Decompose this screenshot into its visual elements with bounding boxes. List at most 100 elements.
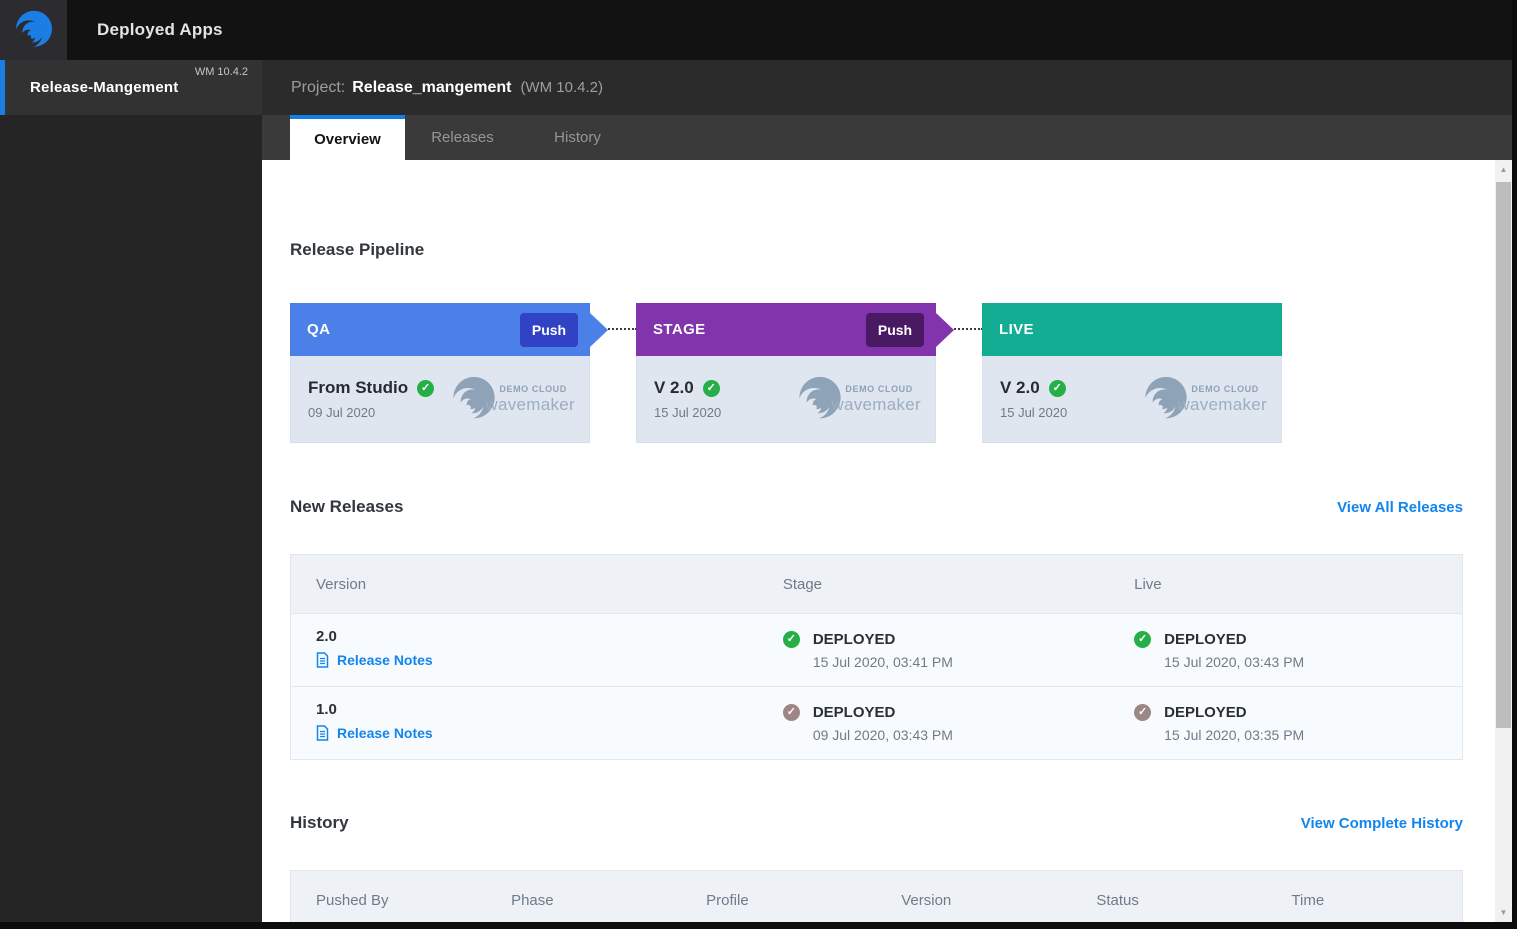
column-header-time: Time (1291, 891, 1325, 909)
demo-cloud-label: DEMO CLOUD (845, 383, 913, 394)
pipeline-connector (589, 328, 637, 330)
view-all-releases-link[interactable]: View All Releases (1337, 498, 1463, 516)
column-header-pushed-by: Pushed By (316, 891, 389, 909)
window-bottom-edge (0, 922, 1517, 929)
pipeline-card-qa-body: From Studio ✓ 09 Jul 2020 DEMO CLOUD wav… (290, 356, 590, 443)
release-pipeline: QA Push From Studio ✓ 09 Jul 2020 (290, 303, 1463, 443)
column-header-version: Version (316, 575, 367, 593)
stage-name: LIVE (999, 321, 1034, 338)
column-header-version: Version (901, 891, 952, 909)
tab-overview[interactable]: Overview (290, 115, 405, 160)
scroll-down-icon[interactable]: ▼ (1499, 908, 1508, 917)
column-header-live: Live (1134, 575, 1162, 593)
tab-bar: Overview Releases History (262, 115, 1517, 160)
project-name: Release_mangement (352, 78, 512, 96)
sidebar: WM 10.4.2 Release-Mangement (0, 60, 262, 922)
deployed-version: From Studio (308, 378, 409, 397)
deploy-status: DEPLOYED (1164, 703, 1247, 721)
document-icon (316, 724, 329, 741)
demo-cloud-logo: DEMO CLOUD wavemaker (1143, 376, 1267, 422)
new-releases-table: Version Stage Live 2.0 Release Notes (290, 554, 1463, 760)
deployed-date: 15 Jul 2020 (654, 405, 722, 420)
push-button-stage[interactable]: Push (866, 312, 924, 347)
wavemaker-wave-icon (14, 10, 54, 50)
vertical-scrollbar[interactable]: ▲ ▼ (1495, 160, 1512, 922)
deployed-version: V 2.0 (1000, 378, 1040, 397)
scroll-up-icon[interactable]: ▲ (1499, 165, 1508, 174)
history-table-header: Pushed By Phase Profile Version Status T… (291, 871, 1462, 922)
history-table: Pushed By Phase Profile Version Status T… (290, 870, 1463, 922)
deploy-status: DEPLOYED (1164, 630, 1247, 648)
wavemaker-label: wavemaker (831, 394, 921, 414)
deployed-check-icon: ✓ (1134, 703, 1152, 721)
pipeline-connector (935, 328, 983, 330)
overview-content: Release Pipeline QA Push (262, 160, 1517, 922)
history-title: History (290, 813, 349, 832)
push-button-qa[interactable]: Push (520, 312, 578, 347)
release-pipeline-title: Release Pipeline (290, 240, 425, 259)
column-header-phase: Phase (511, 891, 554, 909)
pipeline-card-qa-header: QA Push (290, 303, 608, 356)
deploy-status: DEPLOYED (812, 630, 896, 648)
demo-cloud-label: DEMO CLOUD (1191, 383, 1259, 394)
pipeline-card-live-header: LIVE (982, 303, 1282, 356)
demo-cloud-logo: DEMO CLOUD wavemaker (451, 376, 575, 422)
app-title: Deployed Apps (97, 20, 223, 39)
pipeline-card-qa: QA Push From Studio ✓ 09 Jul 2020 (290, 303, 608, 443)
pipeline-card-stage-body: V 2.0 ✓ 15 Jul 2020 DEMO CLOUD wavemaker (636, 356, 936, 443)
sidebar-item-project[interactable]: WM 10.4.2 Release-Mangement (0, 60, 262, 115)
deployed-check-icon: ✓ (702, 379, 720, 397)
window-right-edge (1512, 0, 1517, 929)
release-notes-label: Release Notes (337, 724, 433, 741)
release-notes-link[interactable]: Release Notes (316, 725, 433, 741)
wavemaker-logo-button[interactable] (0, 0, 67, 60)
release-notes-label: Release Notes (337, 651, 433, 668)
pipeline-card-live: LIVE V 2.0 ✓ 15 Jul 2020 (982, 303, 1282, 443)
project-label: Project: (291, 78, 346, 96)
deployed-check-icon: ✓ (1134, 630, 1152, 648)
document-icon (316, 651, 329, 668)
demo-cloud-logo: DEMO CLOUD wavemaker (797, 376, 921, 422)
column-header-stage: Stage (782, 575, 823, 593)
sidebar-project-name: Release-Mangement (30, 79, 179, 96)
column-header-profile: Profile (706, 891, 749, 909)
wavemaker-label: wavemaker (1177, 394, 1267, 414)
stage-name: STAGE (653, 321, 706, 338)
deploy-time: 15 Jul 2020, 03:35 PM (1164, 726, 1305, 743)
deploy-time: 15 Jul 2020, 03:41 PM (812, 653, 953, 670)
deployed-check-icon: ✓ (417, 379, 435, 397)
deploy-status: DEPLOYED (812, 703, 896, 721)
deployed-check-icon: ✓ (782, 703, 800, 721)
view-complete-history-link[interactable]: View Complete History (1300, 814, 1463, 832)
release-version: 1.0 (316, 700, 337, 718)
release-row-1.0: 1.0 Release Notes ✓ DEPLOYED (291, 686, 1462, 759)
deployed-check-icon: ✓ (1048, 379, 1066, 397)
deployed-date: 09 Jul 2020 (308, 405, 376, 420)
project-header: Project: Release_mangement (WM 10.4.2) (262, 60, 1517, 115)
tab-releases[interactable]: Releases (431, 129, 494, 146)
release-version: 2.0 (316, 627, 337, 645)
new-releases-title: New Releases (290, 497, 404, 516)
stage-name: QA (307, 321, 331, 338)
deployed-date: 15 Jul 2020 (1000, 405, 1068, 420)
deployed-version: V 2.0 (654, 378, 694, 397)
column-header-status: Status (1096, 891, 1139, 909)
pipeline-card-stage-header: STAGE Push (636, 303, 954, 356)
release-row-2.0: 2.0 Release Notes ✓ DEPLOYED (291, 613, 1462, 686)
pipeline-card-live-body: V 2.0 ✓ 15 Jul 2020 DEMO CLOUD wavemaker (982, 356, 1282, 443)
sidebar-project-version: WM 10.4.2 (194, 66, 248, 78)
demo-cloud-label: DEMO CLOUD (499, 383, 567, 394)
pipeline-arrow-icon (936, 312, 954, 347)
wavemaker-label: wavemaker (485, 394, 575, 414)
release-notes-link[interactable]: Release Notes (316, 652, 433, 668)
main-panel: Project: Release_mangement (WM 10.4.2) O… (262, 60, 1517, 922)
project-version: (WM 10.4.2) (520, 79, 603, 96)
pipeline-card-stage: STAGE Push V 2.0 ✓ 15 Jul 2020 (636, 303, 954, 443)
deploy-time: 15 Jul 2020, 03:43 PM (1164, 653, 1305, 670)
deployed-check-icon: ✓ (782, 630, 800, 648)
scrollbar-thumb[interactable] (1496, 182, 1511, 728)
new-releases-table-header: Version Stage Live (291, 555, 1462, 613)
tab-history[interactable]: History (554, 129, 601, 146)
topbar: Deployed Apps (0, 0, 1517, 60)
